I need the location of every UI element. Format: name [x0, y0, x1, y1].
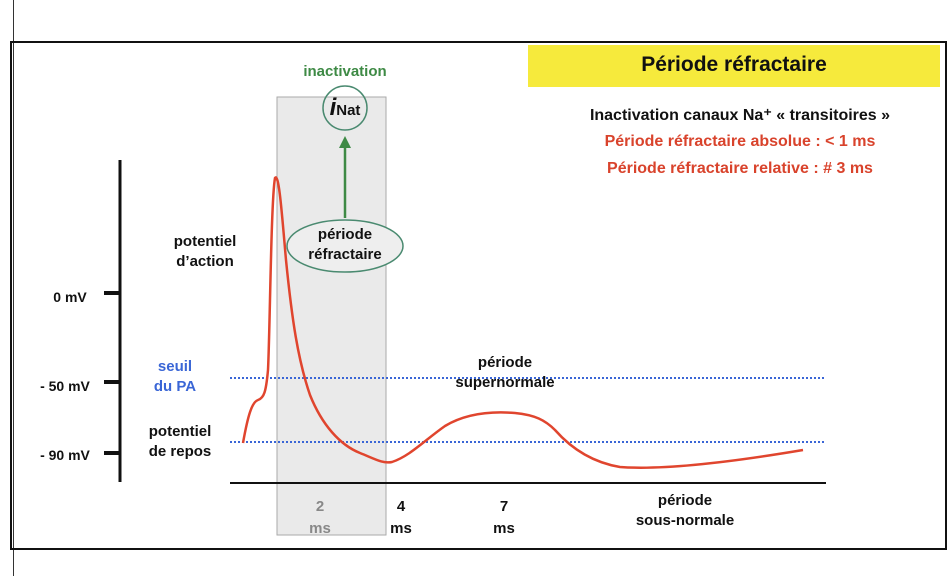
action-potential-label-2: d’action [176, 253, 234, 270]
refractory-label-1: période [317, 226, 373, 243]
supernormal-label-2: supernormale [455, 374, 555, 391]
refractory-box [276, 96, 387, 536]
info-line-3: Période réfractaire relative : # 3 ms [607, 160, 873, 177]
rest-label-2: de repos [148, 443, 212, 460]
x-tick-7-unit: ms [493, 520, 515, 537]
slide-title: Période réfractaire [641, 53, 827, 76]
outer-frame-left [13, 0, 14, 576]
rest-label-1: potentiel [148, 423, 212, 440]
action-potential-label-1: potentiel [173, 233, 237, 250]
supernormal-label-1: période [477, 354, 533, 371]
refractory-ellipse [286, 219, 404, 273]
x-tick-2-value: 2 [315, 498, 325, 515]
inat-label: iNat [320, 94, 370, 122]
y-tick-label-50: - 50 mV [40, 378, 90, 394]
y-tick-label-0: 0 mV [53, 289, 87, 305]
action-potential-curve [241, 176, 804, 469]
arrow-head-icon [339, 136, 351, 148]
x-tick-2-unit: ms [309, 520, 331, 537]
info-line-1: Inactivation canaux Na⁺ « transitoires » [589, 107, 891, 124]
x-tick-7-value: 7 [499, 498, 509, 515]
x-tick-4-value: 4 [396, 498, 406, 515]
x-tick-4-unit: ms [390, 520, 412, 537]
title-banner [528, 45, 940, 87]
subnormal-label-1: période [657, 492, 713, 509]
inat-sub: Nat [336, 102, 361, 119]
refractory-label-2: réfractaire [308, 246, 382, 263]
y-tick-label-90: - 90 mV [40, 447, 90, 463]
threshold-label-1: seuil [157, 358, 193, 375]
threshold-label-2: du PA [153, 378, 197, 395]
inactivation-label: inactivation [303, 63, 387, 80]
info-line-2: Période réfractaire absolue : < 1 ms [604, 133, 876, 150]
inat-circle [322, 85, 368, 131]
inat-i: i [329, 94, 337, 121]
subnormal-label-2: sous-normale [635, 512, 735, 529]
slide [10, 41, 947, 550]
